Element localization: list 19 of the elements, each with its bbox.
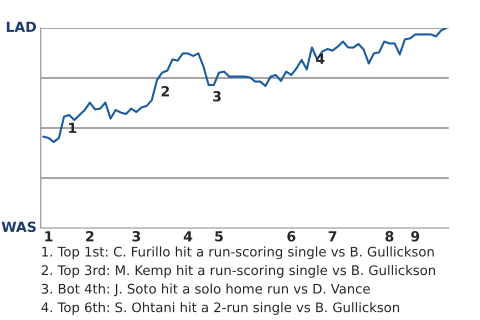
x-tick-label: 7 (328, 231, 336, 242)
text: WAS (2, 222, 36, 232)
x-tick-label: 4 (184, 231, 192, 242)
x-tick-label: 8 (385, 231, 394, 242)
x-tick-label: 3 (132, 231, 140, 242)
annotation: 2 (162, 86, 169, 96)
text: LAD (6, 22, 36, 32)
x-tick-label: 9 (411, 231, 420, 242)
text: 3. Bot 4th: J. Soto hit a solo home run vs D. Vance (42, 284, 370, 296)
annotation: 3 (213, 91, 221, 102)
text: 4. Top 6th: S. Ohtani hit a 2-run single vs B. Gullickson (41, 302, 400, 315)
x-tick-label: 1 (45, 231, 52, 242)
x-tick-label: 2 (86, 231, 94, 242)
x-tick-label: 6 (287, 231, 296, 242)
x-tick-label: 5 (215, 231, 223, 242)
text: 1. Top 1st: C. Furillo hit a run-scoring single vs B. Gullickson (42, 246, 434, 260)
annotation: 1 (69, 122, 76, 133)
text: 2. Top 3rd: M. Kemp hit a run-scoring single vs B. Gullickson (42, 264, 435, 278)
annotation: 4 (316, 54, 324, 64)
